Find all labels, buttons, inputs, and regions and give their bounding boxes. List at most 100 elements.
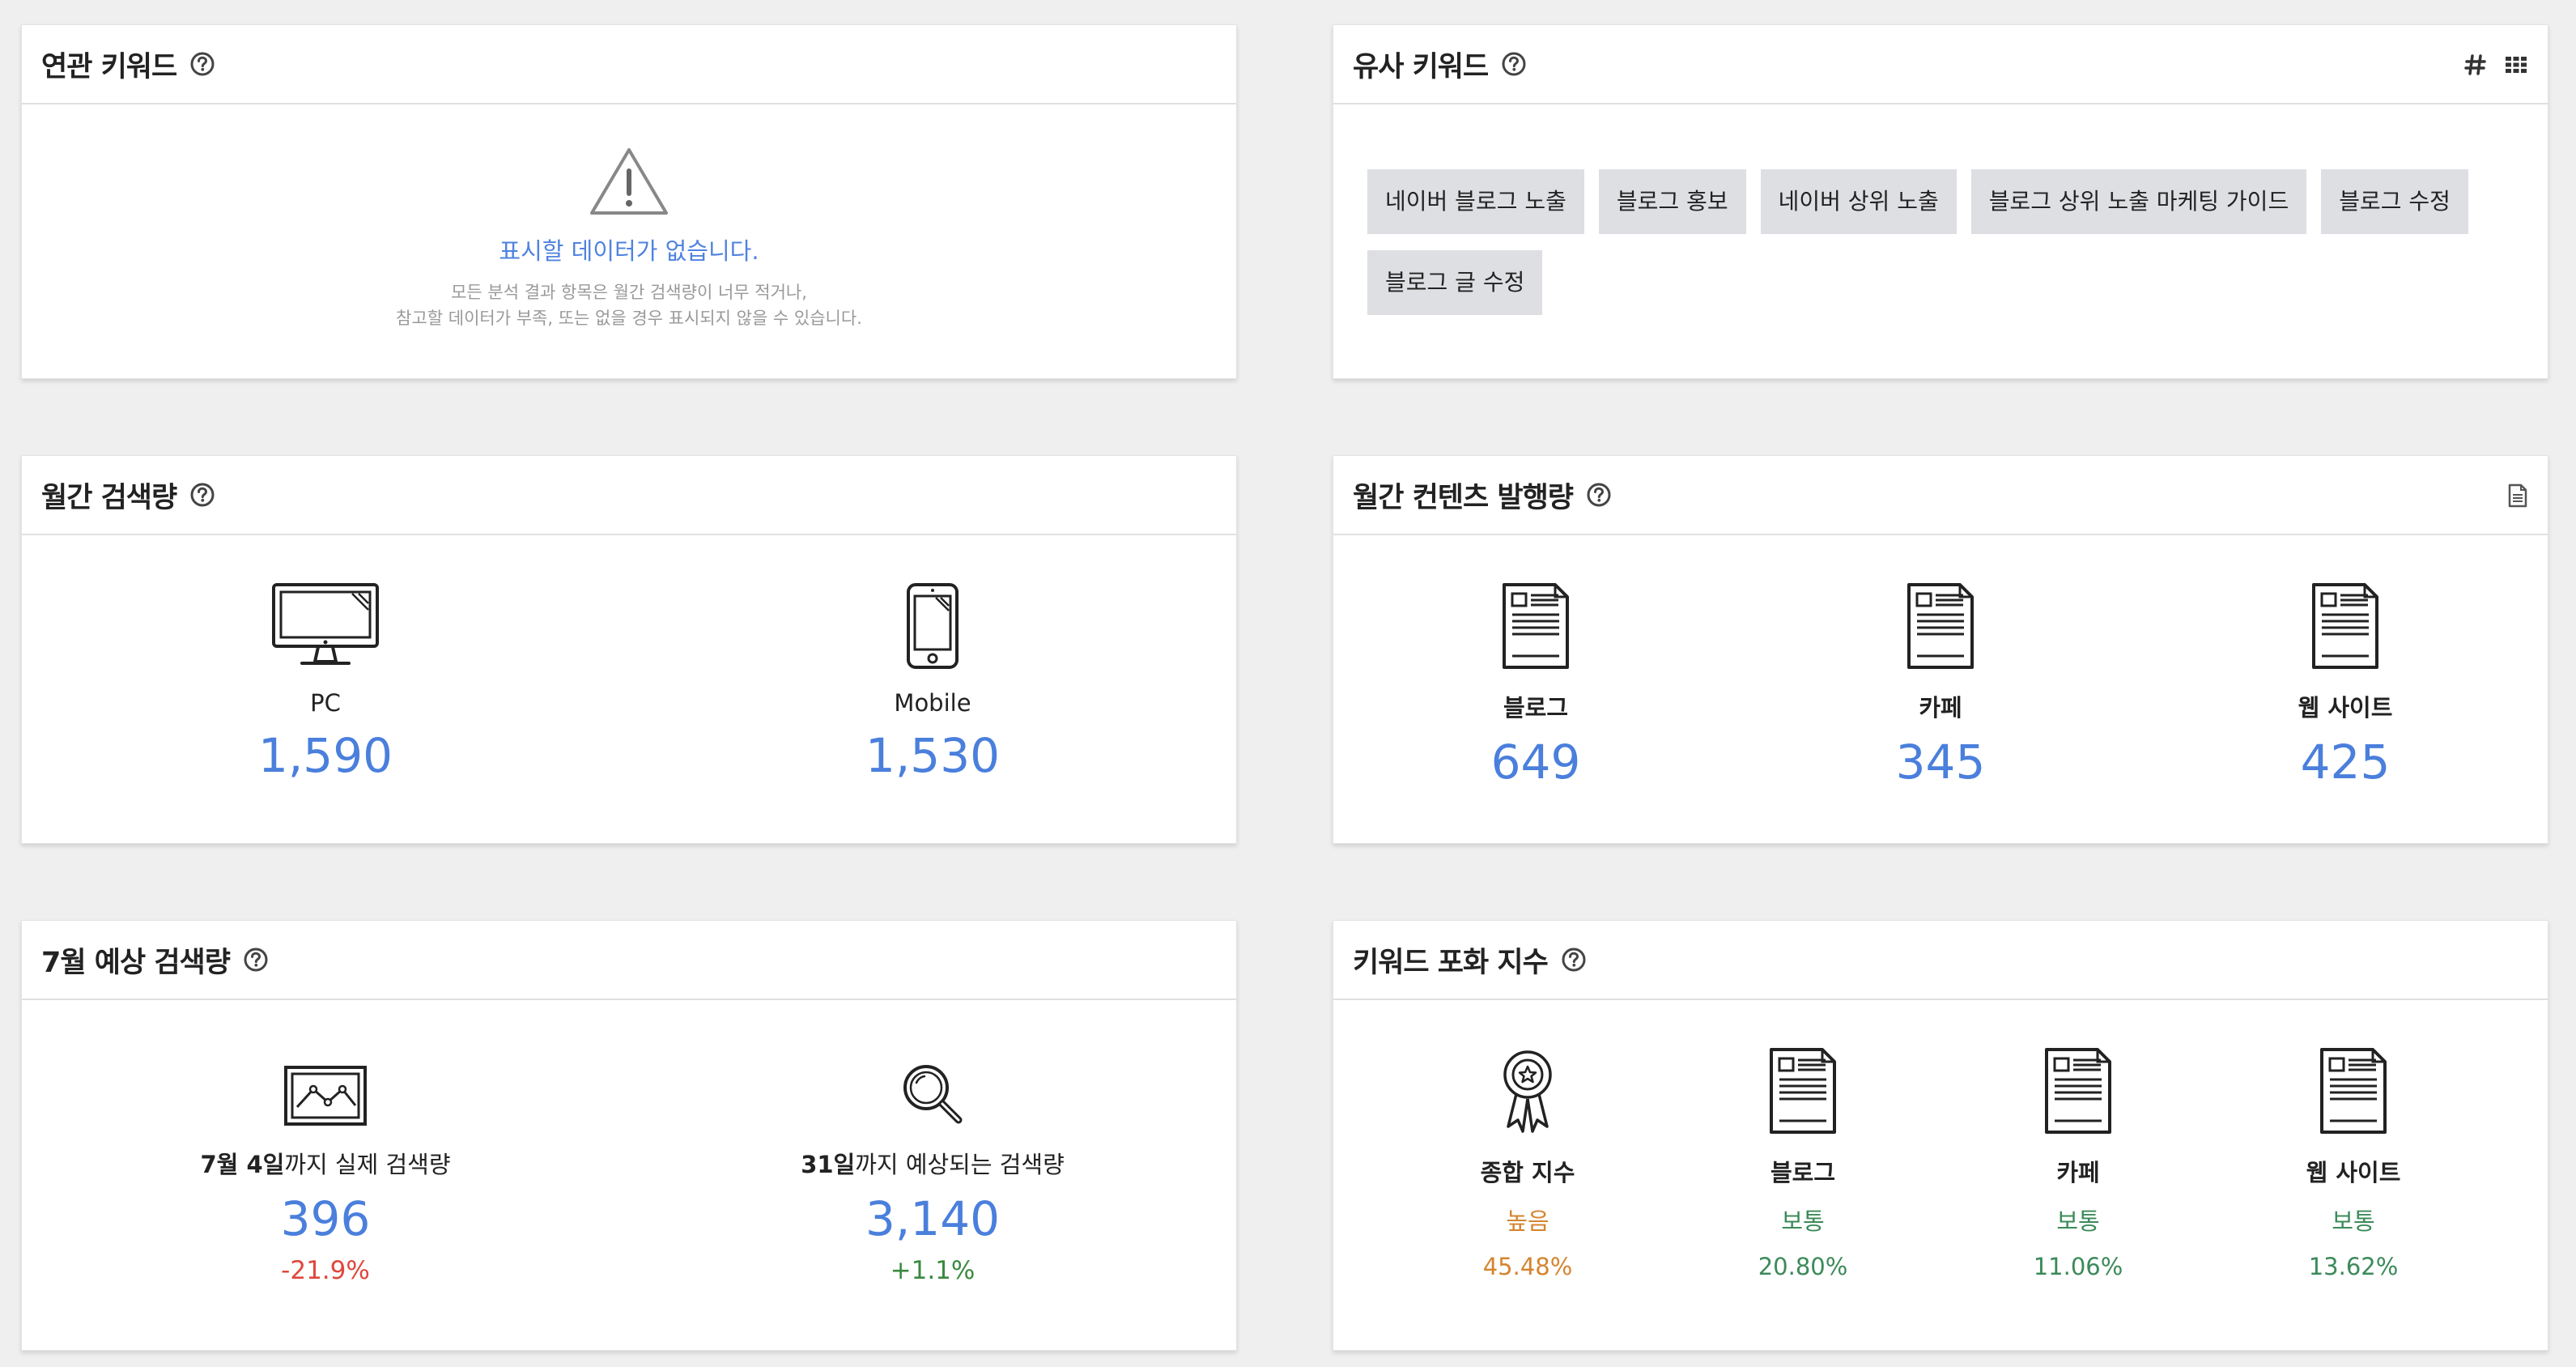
stat-actual: 7월 4일까지 실제 검색량 396 -21.9% [22,1002,629,1350]
stat-value: 1,530 [865,728,1001,783]
article-icon [2319,1045,2387,1135]
help-icon[interactable] [189,51,215,77]
keyword-tag[interactable]: 네이버 블로그 노출 [1367,169,1584,234]
saturation-level: 보통 [2332,1207,2375,1235]
card-title: 7월 예상 검색량 [41,946,231,979]
magnifier-icon [900,1045,965,1126]
header-tools [2507,456,2528,535]
help-icon[interactable] [1586,482,1612,508]
keyword-tag[interactable]: 블로그 홍보 [1598,169,1746,234]
article-icon [2311,581,2379,670]
card-title: 키워드 포화 지수 [1353,946,1549,979]
saturation-blog: 블로그 보통 20.80% [1665,1002,1941,1350]
award-ribbon-icon [1502,1045,1554,1135]
keyword-tag[interactable]: 블로그 상위 노출 마케팅 가이드 [1970,169,2307,234]
label-rest-part: 까지 실제 검색량 [284,1151,451,1178]
stat-mobile: Mobile 1,530 [629,537,1236,843]
stat-label: 카페 [2056,1159,2100,1186]
saturation-percent: 45.48% [1482,1253,1573,1280]
header-tools [2463,25,2528,104]
article-icon [1502,581,1570,670]
monthly-search-card: 월간 검색량 PC 1,590 Mobile 1,530 [21,455,1237,844]
stat-label: 웹 사이트 [2306,1159,2401,1186]
phone-icon [906,581,959,670]
stat-forecast: 31일까지 예상되는 검색량 3,140 +1.1% [629,1002,1236,1350]
card-title: 월간 검색량 [41,481,177,514]
forecast-search-card: 7월 예상 검색량 7월 4일까지 실제 검색량 396 -21.9% 31일까… [21,920,1237,1351]
empty-desc-line: 참고할 데이터가 부족, 또는 없을 경우 표시되지 않을 수 있습니다. [396,309,862,328]
similar-keywords-card: 유사 키워드 네이버 블로그 노출 블로그 홍보 네이버 상위 노출 블로그 상위 노… [1333,24,2548,379]
card-title: 월간 컨텐츠 발행량 [1353,481,1574,514]
saturation-percent: 13.62% [2308,1253,2399,1280]
saturation-level: 높음 [1506,1207,1549,1235]
stat-value: 345 [1895,735,1986,790]
stat-row: 블로그 649 카페 345 웹 사이트 425 [1333,537,2548,843]
monitor-icon [271,581,380,670]
stat-blog: 블로그 649 [1333,537,1738,843]
article-icon [1769,1045,1837,1135]
stat-cafe: 카페 345 [1738,537,2143,843]
keyword-tag[interactable]: 블로그 수정 [2321,169,2468,234]
stat-label: 블로그 [1503,694,1569,722]
stat-value: 649 [1490,735,1581,790]
empty-state: 표시할 데이터가 없습니다. 모든 분석 결과 항목은 월간 검색량이 너무 적… [22,147,1236,331]
monthly-content-card: 월간 컨텐츠 발행량 블로그 649 카페 345 [1333,455,2548,844]
saturation-website: 웹 사이트 보통 13.62% [2216,1002,2491,1350]
keyword-tag[interactable]: 블로그 글 수정 [1367,250,1543,315]
help-icon[interactable] [243,947,269,973]
article-icon [2044,1045,2112,1135]
card-header: 월간 검색량 [22,456,1236,535]
saturation-total: 종합 지수 높음 45.48% [1390,1002,1665,1350]
saturation-percent: 20.80% [1758,1253,1848,1280]
card-header: 유사 키워드 [1333,25,2548,104]
stat-value: 1,590 [257,728,393,783]
card-title: 유사 키워드 [1353,50,1489,83]
saturation-level: 보통 [1781,1207,1825,1235]
change-rate: -21.9% [281,1256,370,1285]
label-bold-part: 7월 4일 [200,1151,285,1178]
stat-label: 7월 4일까지 실제 검색량 [200,1146,450,1180]
stat-value: 3,140 [865,1191,1001,1246]
stat-pc: PC 1,590 [22,537,629,843]
chart-image-icon [283,1045,368,1126]
card-header: 키워드 포화 지수 [1333,921,2548,1000]
card-header: 7월 예상 검색량 [22,921,1236,1000]
saturation-percent: 11.06% [2033,1253,2123,1280]
stat-website: 웹 사이트 425 [2143,537,2548,843]
help-icon[interactable] [1561,947,1587,973]
tag-list: 네이버 블로그 노출 블로그 홍보 네이버 상위 노출 블로그 상위 노출 마케팅 가… [1367,169,2523,331]
stat-row: 종합 지수 높음 45.48% 블로그 보통 20.80% 카페 보통 11.0… [1333,1002,2548,1350]
stat-label: 웹 사이트 [2298,694,2393,722]
related-keywords-card: 연관 키워드 표시할 데이터가 없습니다. 모든 분석 결과 항목은 월간 검색… [21,24,1237,379]
stat-value: 425 [2300,735,2391,790]
label-bold-part: 31일 [801,1151,856,1178]
keyword-saturation-card: 키워드 포화 지수 종합 지수 높음 45.48% 블로그 보통 20.80% … [1333,920,2548,1351]
stat-label: Mobile [894,689,971,717]
document-icon[interactable] [2507,483,2528,508]
warning-icon [589,147,670,219]
saturation-level: 보통 [2056,1207,2100,1235]
help-icon[interactable] [1501,51,1527,77]
grid-icon[interactable] [2504,53,2528,77]
keyword-tag[interactable]: 네이버 상위 노출 [1760,169,1957,234]
stat-row: PC 1,590 Mobile 1,530 [22,537,1236,843]
help-icon[interactable] [189,482,215,508]
stat-label: 종합 지수 [1480,1159,1575,1186]
empty-description: 모든 분석 결과 항목은 월간 검색량이 너무 적거나, 참고할 데이터가 부족… [22,279,1236,331]
stat-value: 396 [280,1191,371,1246]
stat-label: PC [310,689,341,717]
empty-title: 표시할 데이터가 없습니다. [499,237,759,265]
card-header: 연관 키워드 [22,25,1236,104]
card-header: 월간 컨텐츠 발행량 [1333,456,2548,535]
card-title: 연관 키워드 [41,50,177,83]
stat-label: 블로그 [1770,1159,1836,1186]
stat-row: 7월 4일까지 실제 검색량 396 -21.9% 31일까지 예상되는 검색량… [22,1002,1236,1350]
change-rate: +1.1% [890,1256,976,1285]
label-rest-part: 까지 예상되는 검색량 [855,1151,1065,1178]
stat-label: 31일까지 예상되는 검색량 [801,1146,1065,1180]
empty-desc-line: 모든 분석 결과 항목은 월간 검색량이 너무 적거나, [451,283,807,302]
hash-icon[interactable] [2463,53,2488,77]
saturation-cafe: 카페 보통 11.06% [1941,1002,2216,1350]
stat-label: 카페 [1919,694,1962,722]
article-icon [1906,581,1975,670]
